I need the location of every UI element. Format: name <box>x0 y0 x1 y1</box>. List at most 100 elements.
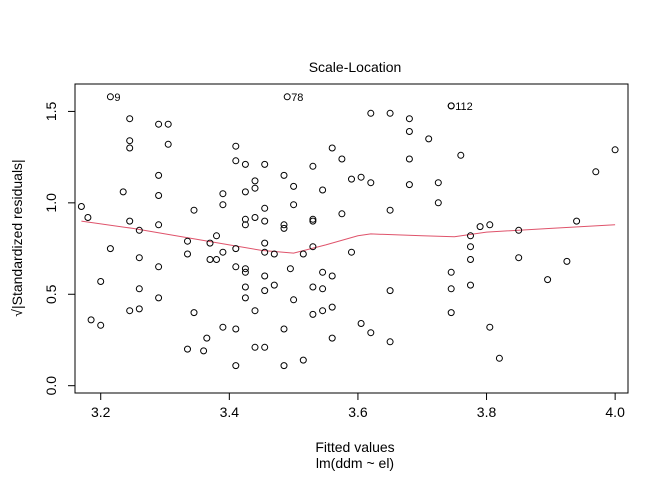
data-point <box>280 362 288 370</box>
data-point <box>270 250 278 258</box>
data-point <box>261 160 269 168</box>
y-tick-label: 0.5 <box>43 284 59 304</box>
x-tick-label: 3.6 <box>348 404 368 420</box>
data-point <box>286 265 294 273</box>
data-point <box>309 283 317 291</box>
x-tick-label: 3.8 <box>477 404 497 420</box>
labeled-data-point <box>447 102 455 110</box>
x-tick-label: 3.4 <box>220 404 240 420</box>
data-point <box>251 307 259 315</box>
data-point <box>232 362 240 370</box>
data-point <box>77 203 85 210</box>
point-id-label: 112 <box>455 101 473 113</box>
data-point <box>232 157 240 165</box>
data-point <box>190 309 198 317</box>
data-point <box>219 201 227 209</box>
data-point <box>319 307 327 315</box>
data-point <box>299 250 307 258</box>
data-point <box>434 199 442 207</box>
data-point <box>367 179 375 187</box>
axes: 3.2 3.4 3.6 3.8 4.0 0.0 0.5 1.0 1.5 <box>43 101 625 420</box>
data-point <box>203 334 211 342</box>
data-point <box>184 237 191 245</box>
x-axis-label: Fitted values <box>315 439 394 455</box>
data-point <box>467 232 474 240</box>
data-point <box>367 329 375 337</box>
points-layer <box>77 102 619 370</box>
data-point <box>280 171 288 179</box>
data-point <box>106 245 114 253</box>
x-axis-sublabel: lm(ddm ~ el) <box>316 455 394 471</box>
data-point <box>328 144 336 152</box>
data-point <box>515 254 523 262</box>
data-point <box>241 215 249 223</box>
data-point <box>241 294 249 302</box>
data-point <box>467 243 474 251</box>
data-point <box>290 296 298 304</box>
point-id-label: 9 <box>114 92 120 104</box>
data-point <box>84 214 92 221</box>
chart-title: Scale-Location <box>309 59 402 75</box>
data-point <box>251 214 259 221</box>
data-point <box>126 137 134 145</box>
data-point <box>290 182 298 190</box>
data-point <box>119 188 127 196</box>
data-point <box>386 109 394 117</box>
data-point <box>573 217 581 225</box>
data-point <box>126 115 134 123</box>
data-point <box>206 239 214 247</box>
data-point <box>261 217 269 225</box>
smoother-layer <box>81 220 616 254</box>
data-point <box>97 278 105 285</box>
data-point <box>280 325 288 333</box>
labeled-data-point <box>106 93 114 101</box>
data-point <box>357 320 365 327</box>
data-point <box>486 221 494 229</box>
data-point <box>241 283 249 291</box>
data-point <box>251 177 259 185</box>
data-point <box>348 175 355 183</box>
data-point <box>87 316 95 324</box>
data-point <box>155 294 163 302</box>
data-point <box>592 168 600 176</box>
data-point <box>155 221 163 229</box>
data-point <box>495 354 503 362</box>
data-point <box>386 206 394 214</box>
data-point <box>467 256 474 263</box>
data-point <box>367 109 375 117</box>
data-point <box>200 347 208 355</box>
data-point <box>328 272 336 280</box>
data-point <box>219 248 227 256</box>
data-point <box>241 268 249 276</box>
data-point <box>447 309 455 317</box>
data-point <box>155 171 163 179</box>
data-point <box>486 323 494 331</box>
x-tick-label: 4.0 <box>605 404 625 420</box>
data-point <box>457 151 465 159</box>
data-point <box>261 272 269 280</box>
data-point <box>251 184 259 192</box>
data-point <box>405 155 413 163</box>
data-point <box>155 120 163 128</box>
data-point <box>476 223 484 231</box>
data-point <box>126 307 134 315</box>
data-point <box>184 250 191 258</box>
data-point <box>544 276 552 284</box>
data-point <box>338 155 346 163</box>
point-labels-layer: 9 78 112 <box>106 92 473 113</box>
data-point <box>290 201 298 209</box>
data-point <box>405 181 413 189</box>
data-point <box>190 206 198 214</box>
x-tick-label: 3.2 <box>91 404 111 420</box>
data-point <box>135 254 143 262</box>
smoother-line <box>81 220 616 254</box>
data-point <box>232 245 240 253</box>
data-point <box>328 334 336 342</box>
data-point <box>135 285 143 293</box>
data-point <box>184 345 191 353</box>
y-axis-label: √|Standardized residuals| <box>9 159 25 316</box>
data-point <box>232 325 240 333</box>
data-point <box>206 256 214 263</box>
data-point <box>299 356 307 364</box>
